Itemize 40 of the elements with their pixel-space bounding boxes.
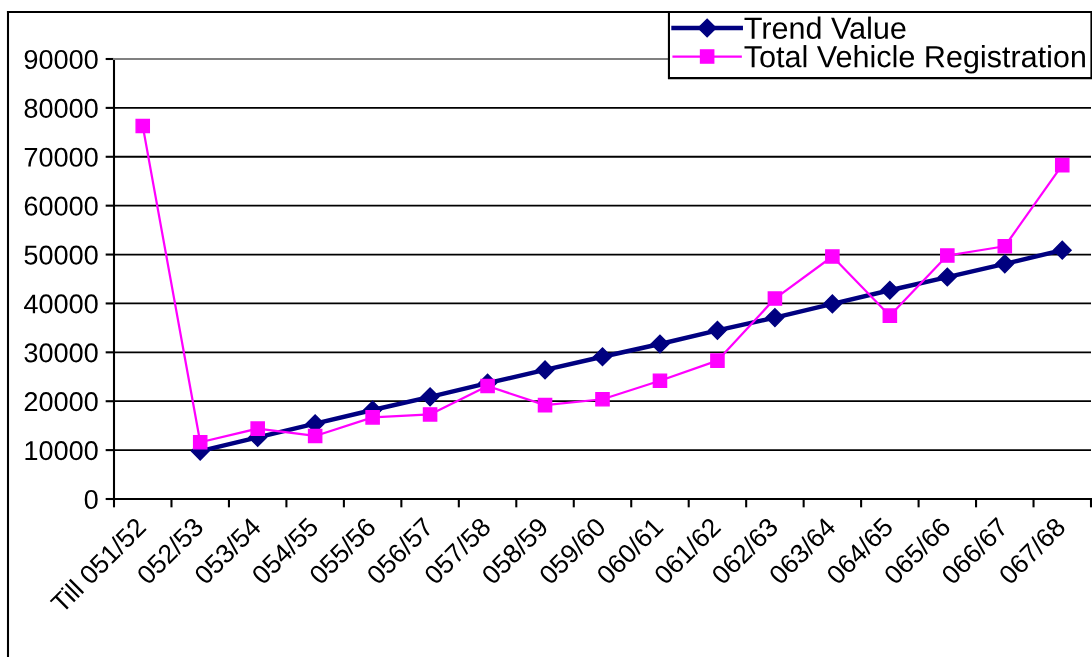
y-tick-label: 50000 bbox=[24, 245, 98, 265]
y-tick-label: 70000 bbox=[24, 147, 98, 167]
point bbox=[135, 118, 151, 134]
point bbox=[765, 308, 785, 328]
point bbox=[825, 249, 840, 264]
legend-label: Total Vehicle Registration bbox=[744, 45, 1085, 74]
point bbox=[652, 373, 668, 388]
point bbox=[1054, 157, 1070, 173]
y-tick-label: 30000 bbox=[24, 343, 98, 363]
point bbox=[997, 238, 1013, 254]
y-tick-label: 60000 bbox=[24, 196, 98, 216]
y-tick-label: 10000 bbox=[25, 441, 98, 461]
legend-label: Trend Value bbox=[744, 16, 906, 40]
point bbox=[1052, 240, 1072, 260]
point bbox=[937, 267, 957, 287]
point bbox=[250, 421, 265, 436]
point bbox=[537, 397, 553, 413]
point bbox=[595, 391, 610, 407]
point bbox=[480, 378, 495, 394]
point bbox=[192, 434, 208, 450]
y-tick-label: 0 bbox=[84, 489, 98, 510]
point bbox=[710, 353, 725, 368]
y-tick-label: 80000 bbox=[24, 98, 98, 118]
point bbox=[535, 360, 555, 380]
point bbox=[650, 334, 670, 354]
point bbox=[880, 280, 900, 300]
y-tick-label: 40000 bbox=[24, 294, 98, 314]
point bbox=[365, 410, 380, 425]
point bbox=[707, 320, 727, 340]
point bbox=[307, 428, 323, 444]
point bbox=[882, 308, 898, 323]
point bbox=[767, 291, 783, 306]
point bbox=[420, 387, 440, 407]
point bbox=[592, 347, 613, 367]
point bbox=[422, 407, 438, 422]
y-tick-label: 90000 bbox=[24, 49, 98, 70]
y-tick-label: 20000 bbox=[24, 392, 98, 412]
point bbox=[940, 248, 955, 263]
point bbox=[822, 294, 842, 314]
point bbox=[995, 254, 1015, 274]
